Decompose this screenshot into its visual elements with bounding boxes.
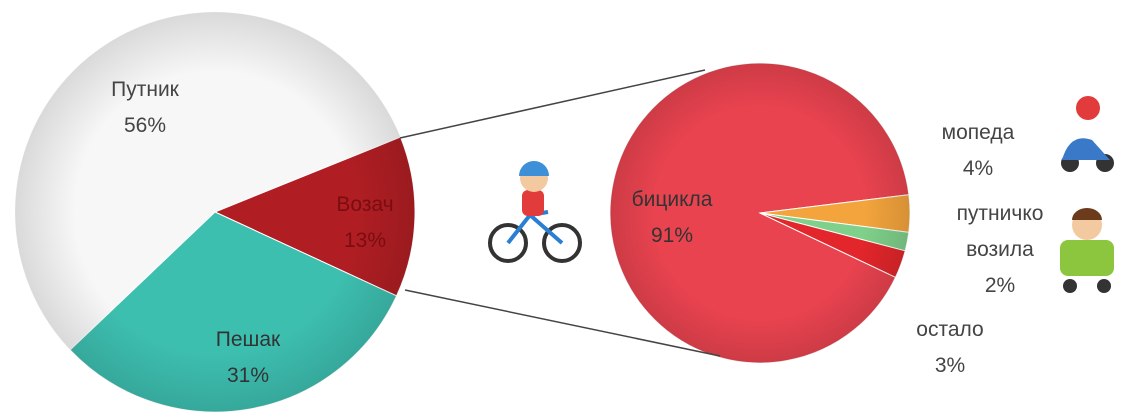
moped-icon (1061, 96, 1114, 172)
label-text: мопеда (941, 121, 1015, 144)
slice-label: бицикла 91% (632, 182, 713, 254)
connector (404, 289, 721, 357)
label-text: 13% (343, 229, 387, 252)
slice-label: Возач 13% (336, 187, 393, 259)
slice-label: Пешак 31% (216, 322, 281, 394)
label-text: бицикла (631, 188, 713, 211)
label-text: 31% (226, 364, 270, 387)
slice-label: мопеда 4% (942, 115, 1015, 187)
label-text: Возач (336, 193, 394, 216)
label-text: 4% (962, 157, 994, 180)
label-text: остало (916, 318, 984, 341)
label-text: Пешак (215, 328, 281, 351)
label-text: 3% (934, 354, 966, 377)
label-text: 56% (123, 114, 167, 137)
slice-label: путничко возила 2% (940, 196, 1060, 304)
car-icon (1060, 208, 1114, 293)
slice-label: Путник 56% (111, 72, 179, 144)
label-text: путничко возила (956, 202, 1044, 261)
label-text: 91% (650, 224, 694, 247)
slice-label: остало 3% (916, 312, 983, 384)
label-text: 2% (984, 274, 1016, 297)
label-text: Путник (111, 78, 179, 101)
connector (399, 69, 706, 139)
cyclist-icon (488, 161, 582, 263)
